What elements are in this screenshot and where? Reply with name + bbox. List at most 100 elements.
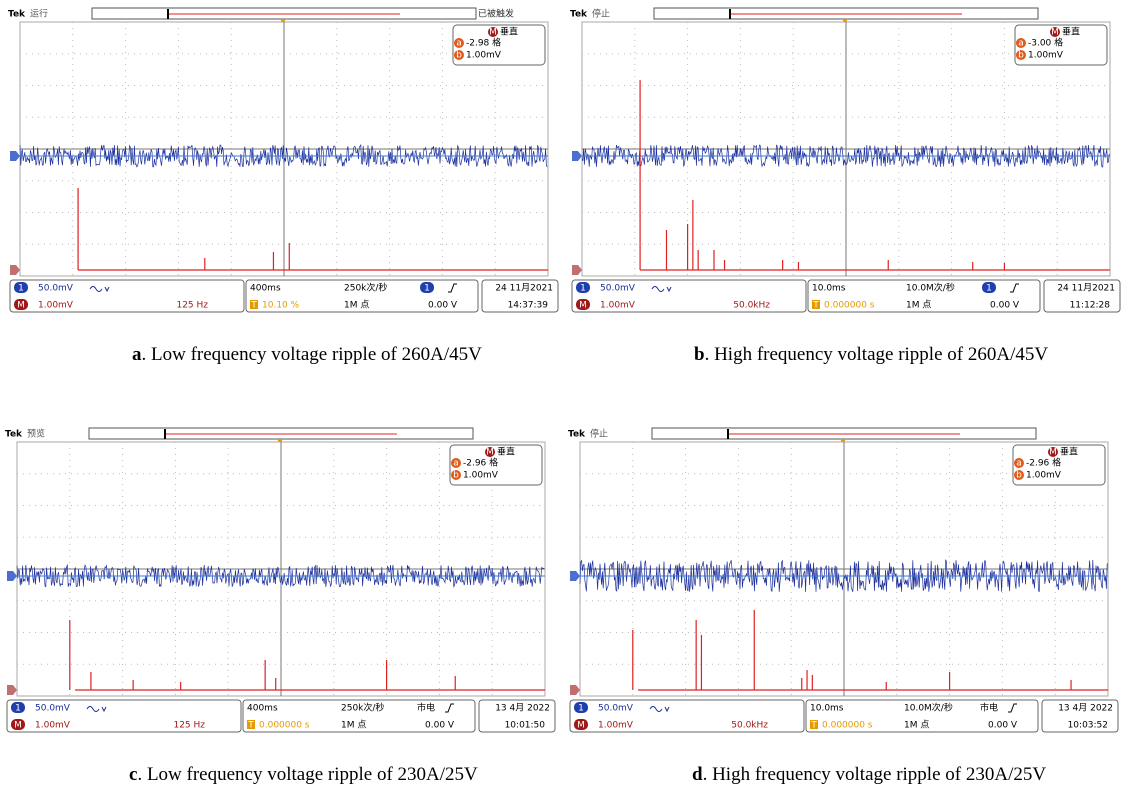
date: 13 4月 2022: [1058, 703, 1113, 714]
record-length: 1M 点: [341, 720, 366, 731]
ch1-icon-label: 1: [578, 704, 584, 714]
math-icon-label: M: [489, 28, 497, 38]
math-span: 50.0kHz: [733, 301, 770, 311]
caption-label: b: [694, 344, 705, 365]
cursor-a: -2.96 格: [1026, 457, 1061, 469]
cursor-b: 1.00mV: [1026, 471, 1062, 481]
math-scale: 1.00mV: [38, 301, 74, 311]
position: 0.000000 s: [824, 301, 875, 311]
ch1-marker: [10, 151, 20, 161]
math-span: 125 Hz: [176, 301, 208, 311]
caption-label: a: [132, 344, 142, 365]
position: 0.000000 s: [822, 721, 873, 731]
caption-label: c: [129, 764, 137, 785]
math-span: 50.0kHz: [731, 721, 768, 731]
date: 24 11月2021: [495, 283, 553, 294]
sample-rate: 10.0M次/秒: [906, 282, 955, 294]
cursor-a: -3.00 格: [1028, 37, 1063, 49]
cursor-b: 1.00mV: [466, 51, 502, 61]
date: 13 4月 2022: [495, 703, 550, 714]
position: 10.10 %: [262, 301, 300, 311]
timebase: 400ms: [247, 704, 278, 714]
caption: c. Low frequency voltage ripple of 230A/…: [129, 764, 478, 785]
math-icon-label: M: [14, 721, 22, 731]
vertical-title: 垂直: [497, 446, 515, 458]
math-icon-label: M: [17, 301, 25, 311]
caption-text: . Low frequency voltage ripple of 230A/2…: [137, 764, 478, 785]
ch1-icon-label: 1: [18, 284, 24, 294]
ch1-scale: 50.0mV: [598, 704, 634, 714]
ch1-scale: 50.0mV: [35, 704, 71, 714]
cursor-b-icon-label: b: [1018, 51, 1024, 61]
cursor-a-icon-label: a: [1018, 39, 1024, 49]
caption: a. Low frequency voltage ripple of 260A/…: [132, 344, 482, 365]
caption-text: . High frequency voltage ripple of 260A/…: [705, 344, 1049, 365]
ch1-marker: [570, 571, 580, 581]
trigger-icon-label: T: [247, 721, 254, 731]
caption: d. High frequency voltage ripple of 230A…: [692, 764, 1046, 785]
brand: Tek: [8, 10, 26, 20]
time: 10:03:52: [1068, 721, 1108, 731]
date: 24 11月2021: [1057, 283, 1115, 294]
record-length: 1M 点: [904, 720, 929, 731]
trigger-icon-label: T: [810, 721, 817, 731]
math-marker: [7, 685, 17, 695]
math-scale: 1.00mV: [35, 721, 71, 731]
vertical-title: 垂直: [1060, 446, 1078, 458]
position: 0.000000 s: [259, 721, 310, 731]
trigger-ch-label: 1: [424, 284, 430, 294]
caption-text: . High frequency voltage ripple of 230A/…: [703, 764, 1047, 785]
sample-rate: 10.0M次/秒: [904, 702, 953, 714]
trigger-level: 0.00 V: [425, 721, 455, 731]
cursor-a-icon-label: a: [1016, 459, 1022, 469]
math-icon-label: M: [486, 448, 494, 458]
caption: b. High frequency voltage ripple of 260A…: [694, 344, 1048, 365]
caption-text: . Low frequency voltage ripple of 260A/4…: [142, 344, 483, 365]
trigger-state: 已被触发: [478, 8, 514, 20]
math-marker: [10, 265, 20, 275]
ch1-marker: [7, 571, 17, 581]
trigger-icon-label: T: [250, 301, 257, 311]
cursor-b-icon-label: b: [456, 51, 462, 61]
trigger-source: 市电: [980, 702, 998, 714]
time: 11:12:28: [1070, 301, 1111, 311]
math-span: 125 Hz: [173, 721, 205, 731]
cursor-b: 1.00mV: [463, 471, 499, 481]
math-icon-label: M: [579, 301, 587, 311]
ch1-scale: 50.0mV: [38, 284, 74, 294]
math-icon-label: M: [577, 721, 585, 731]
sample-rate: 250k次/秒: [344, 282, 387, 294]
math-icon-label: M: [1051, 28, 1059, 38]
trigger-level: 0.00 V: [988, 721, 1018, 731]
status: 停止: [590, 428, 608, 440]
brand: Tek: [570, 10, 588, 20]
ch1-icon-label: 1: [15, 704, 21, 714]
math-scale: 1.00mV: [598, 721, 634, 731]
status: 停止: [592, 8, 610, 20]
ch1-icon-label: 1: [580, 284, 586, 294]
caption-label: d: [692, 764, 703, 785]
math-marker: [572, 265, 582, 275]
status: 预览: [27, 428, 45, 440]
timebase: 10.0ms: [810, 704, 844, 714]
ch1-scale: 50.0mV: [600, 284, 636, 294]
timebase: 10.0ms: [812, 284, 846, 294]
record-length: 1M 点: [906, 300, 931, 311]
vertical-title: 垂直: [500, 26, 518, 38]
ch1-marker: [572, 151, 582, 161]
status: 运行: [30, 8, 48, 20]
trigger-level: 0.00 V: [428, 301, 458, 311]
cursor-a-icon-label: a: [456, 39, 462, 49]
vertical-title: 垂直: [1062, 26, 1080, 38]
math-scale: 1.00mV: [600, 301, 636, 311]
trigger-icon-label: T: [812, 301, 819, 311]
time: 10:01:50: [505, 721, 546, 731]
trigger-ch-label: 1: [986, 284, 992, 294]
brand: Tek: [568, 430, 586, 440]
figure: Tek运行已被触发M垂直a-2.98 格b1.00mV150.0mVM1.00m…: [0, 0, 1132, 794]
math-marker: [570, 685, 580, 695]
cursor-a: -2.98 格: [466, 37, 501, 49]
